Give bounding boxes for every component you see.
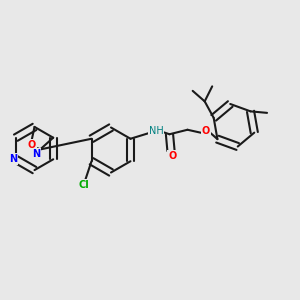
Text: Cl: Cl: [79, 180, 89, 190]
Text: O: O: [202, 126, 210, 136]
Text: O: O: [28, 140, 36, 151]
Text: O: O: [168, 151, 177, 161]
Text: N: N: [9, 154, 17, 164]
Text: N: N: [32, 149, 40, 159]
Text: NH: NH: [148, 126, 164, 136]
